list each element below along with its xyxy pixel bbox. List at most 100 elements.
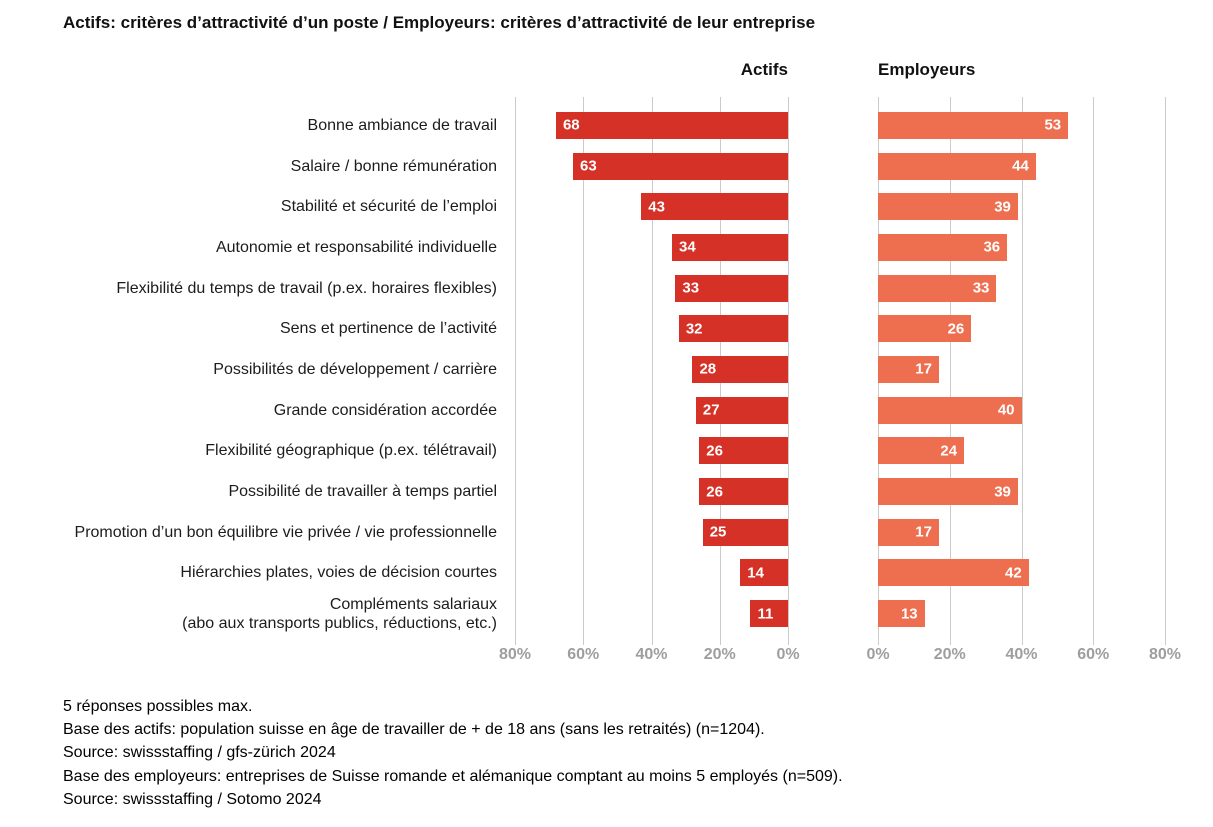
actifs-cell: 26 [515, 478, 788, 506]
axis-tick-label: 0% [866, 646, 890, 663]
axis-tick-label: 20% [933, 646, 966, 663]
axis-tick-label: 80% [498, 646, 532, 663]
bar-value-label: 43 [648, 198, 665, 216]
actifs-cell: 33 [515, 274, 788, 302]
chart-row: Bonne ambiance de travail 68 53 [0, 105, 1165, 146]
chart-row: Grande considération accordée 27 40 [0, 390, 1165, 431]
employeurs-bar: 44 [878, 152, 1036, 180]
category-label: Flexibilité géographique (p.ex. télétrav… [205, 442, 497, 460]
gridline [1021, 97, 1023, 645]
axis-tick-label: 60% [567, 646, 600, 663]
chart-row: Possibilités de développement / carrière… [0, 349, 1165, 390]
actifs-cell: 28 [515, 355, 788, 383]
axis-tick-label: 80% [1148, 646, 1182, 663]
category-label: Salaire / bonne rémunération [290, 157, 497, 175]
actifs-bar: 28 [692, 355, 788, 383]
category-label: Grande considération accordée [273, 401, 497, 419]
gridline [788, 97, 789, 645]
category-label: Hiérarchies plates, voies de décision co… [180, 564, 497, 582]
axis-tick-label: 20% [703, 646, 736, 663]
employeurs-bar: 53 [878, 111, 1069, 139]
gridline [583, 97, 585, 645]
actifs-bar: 14 [740, 559, 788, 587]
bar-value-label: 42 [1004, 564, 1022, 582]
actifs-bar: 34 [671, 233, 788, 261]
employeurs-bar: 33 [878, 274, 997, 302]
chart-row: Flexibilité du temps de travail (p.ex. h… [0, 268, 1165, 309]
employeurs-axis: 0% 20% 40% 60% 80% [866, 646, 1181, 668]
actifs-bar: 32 [678, 315, 788, 343]
bar-value-label: 40 [997, 401, 1015, 419]
bar-value-label: 11 [757, 605, 774, 623]
actifs-bar: 26 [699, 437, 788, 465]
actifs-cell: 27 [515, 396, 788, 424]
actifs-cell: 63 [515, 152, 788, 180]
category-label: Autonomie et responsabilité individuelle [215, 238, 497, 256]
actifs-cell: 26 [515, 437, 788, 465]
bar-value-label: 17 [915, 360, 932, 378]
bar-value-label: 25 [709, 523, 727, 541]
employeurs-cell: 33 [878, 274, 1165, 302]
bar-value-label: 26 [706, 442, 723, 460]
actifs-bar: 25 [702, 518, 788, 546]
employeurs-cell: 53 [878, 111, 1165, 139]
bar-value-label: 63 [580, 157, 597, 175]
footnote-line: Source: swissstaffing / gfs-zürich 2024 [63, 744, 336, 762]
chart-row: Flexibilité géographique (p.ex. télétrav… [0, 431, 1165, 472]
bar-value-label: 33 [972, 279, 990, 297]
category-label: Stabilité et sécurité de l’emploi [280, 198, 497, 216]
employeurs-bar: 42 [878, 559, 1029, 587]
bar-value-label: 34 [678, 238, 696, 256]
bar-value-label: 68 [562, 116, 580, 134]
gridline [515, 97, 516, 645]
gridline [651, 97, 653, 645]
category-label: Possibilité de travailler à temps partie… [228, 483, 497, 501]
chart-rows: Bonne ambiance de travail 68 53 Salaire / b… [0, 105, 1165, 634]
bar-value-label: 39 [994, 198, 1011, 216]
actifs-bar: 68 [555, 111, 788, 139]
employeurs-bar: 39 [878, 478, 1018, 506]
employeurs-bar: 40 [878, 396, 1022, 424]
chart-row: Possibilité de travailler à temps partie… [0, 471, 1165, 512]
actifs-bar: 33 [675, 274, 788, 302]
bar-value-label: 13 [900, 605, 918, 623]
employeurs-bar: 39 [878, 193, 1018, 221]
axis-tick-label: 40% [635, 646, 668, 663]
chart-title: Actifs: critères d’attractivité d’un pos… [63, 13, 816, 32]
bar-value-label: 44 [1012, 157, 1029, 175]
axis-tick-label: 40% [1005, 646, 1038, 663]
category-label: Possibilités de développement / carrière [213, 360, 497, 378]
actifs-cell: 14 [515, 559, 788, 587]
actifs-cell: 43 [515, 193, 788, 221]
employeurs-cell: 36 [878, 233, 1165, 261]
employeurs-bar: 26 [878, 315, 972, 343]
employeurs-cell: 39 [878, 193, 1165, 221]
employeurs-bar: 36 [878, 233, 1008, 261]
actifs-bar: 63 [573, 152, 788, 180]
gridline [949, 97, 951, 645]
employeurs-cell: 42 [878, 559, 1165, 587]
employeurs-bar: 17 [878, 518, 939, 546]
actifs-cell: 25 [515, 518, 788, 546]
footnote-line: Source: swissstaffing / Sotomo 2024 [63, 790, 322, 808]
bar-value-label: 53 [1044, 116, 1062, 134]
actifs-axis: 80% 60% 40% 20% 0% [499, 646, 800, 668]
chart-row: Compléments salariaux (abo aux transport… [0, 593, 1165, 634]
actifs-cell: 68 [515, 111, 788, 139]
series-header-actifs: Actifs [740, 60, 788, 79]
category-label: Sens et pertinence de l’activité [279, 320, 497, 338]
bar-value-label: 27 [702, 401, 720, 419]
bar-value-label: 39 [994, 483, 1011, 501]
employeurs-bar: 13 [878, 600, 925, 628]
bar-value-label: 14 [747, 564, 764, 582]
chart-row: Autonomie et responsabilité individuelle… [0, 227, 1165, 268]
bar-value-label: 33 [682, 279, 700, 297]
bar-value-label: 24 [940, 442, 958, 460]
bar-value-label: 28 [699, 360, 717, 378]
category-label: Bonne ambiance de travail [307, 116, 497, 134]
actifs-bar: 43 [641, 193, 788, 221]
employeurs-bar: 17 [878, 355, 939, 383]
category-label: Promotion d’un bon équilibre vie privée … [74, 523, 497, 541]
bar-value-label: 26 [947, 320, 965, 338]
